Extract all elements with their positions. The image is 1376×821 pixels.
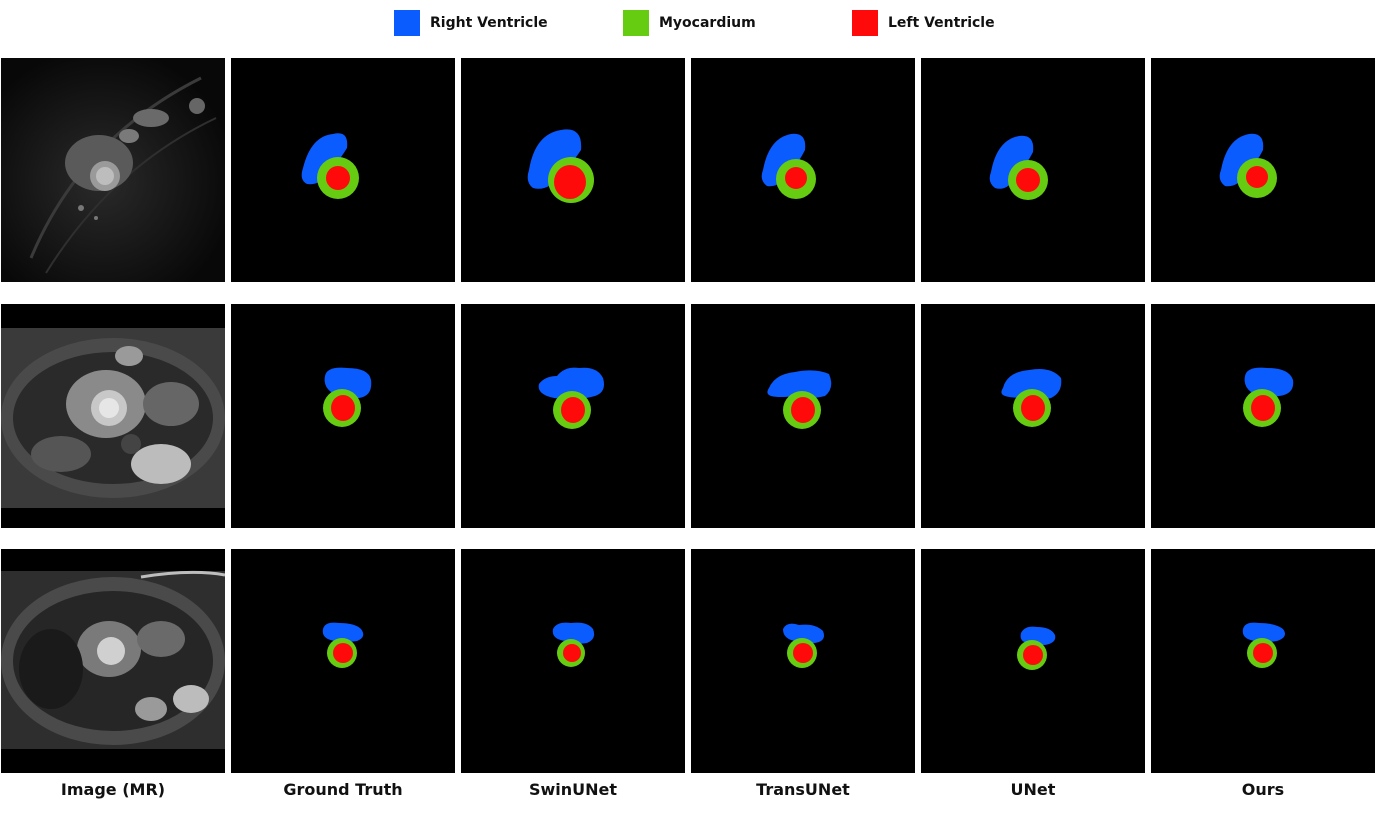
swinunet-row-1	[461, 58, 685, 282]
mr-image-row-1-drawing	[1, 58, 225, 282]
transunet-row-2	[691, 304, 915, 528]
segmentation-row-3-ground-truth	[322, 622, 364, 668]
segmentation-row-3-transunet	[783, 623, 824, 668]
unet-row-2	[921, 304, 1145, 528]
segmentation-row-3-ours	[1242, 622, 1285, 668]
segmentation-row-1-swinunet	[527, 129, 594, 203]
ours-row-3	[1151, 549, 1375, 773]
segmentation-row-3-unet	[1017, 626, 1056, 670]
mr-image-row-2-drawing	[1, 304, 225, 528]
column-label-unet: UNet	[1010, 780, 1056, 799]
ground-truth-row-3	[231, 549, 455, 773]
transunet-row-1	[691, 58, 915, 282]
legend-label-myocardium: Myocardium	[659, 15, 756, 31]
segmentation-row-1-ours	[1219, 133, 1277, 198]
segmentation-row-1-transunet	[761, 133, 816, 199]
unet-row-1	[921, 58, 1145, 282]
unet-row-3	[921, 549, 1145, 773]
legend: Right Ventricle Myocardium Left Ventricl…	[0, 10, 1376, 42]
swinunet-row-2	[461, 304, 685, 528]
ground-truth-row-1	[231, 58, 455, 282]
segmentation-row-3-swinunet	[552, 622, 595, 667]
column-label-swinunet: SwinUNet	[528, 780, 618, 799]
column-label-transunet: TransUNet	[756, 780, 850, 799]
legend-item-myocardium: Myocardium	[623, 10, 756, 36]
legend-swatch-myocardium	[623, 10, 649, 36]
column-label-ground-truth: Ground Truth	[283, 780, 403, 799]
mr-image-row-3	[1, 549, 225, 773]
swinunet-row-3	[461, 549, 685, 773]
legend-label-left-ventricle: Left Ventricle	[888, 15, 995, 31]
mr-image-row-3-drawing	[1, 549, 225, 773]
legend-item-right-ventricle: Right Ventricle	[394, 10, 548, 36]
column-label-image-mr: Image (MR)	[60, 780, 166, 799]
ours-row-1	[1151, 58, 1375, 282]
segmentation-row-1-unet	[989, 135, 1048, 200]
segmentation-row-2-ours	[1243, 367, 1294, 427]
legend-item-left-ventricle: Left Ventricle	[852, 10, 995, 36]
segmentation-row-1-ground-truth	[301, 133, 359, 199]
legend-label-right-ventricle: Right Ventricle	[430, 15, 548, 31]
legend-swatch-left-ventricle	[852, 10, 878, 36]
segmentation-row-2-unet	[1001, 369, 1062, 427]
legend-swatch-right-ventricle	[394, 10, 420, 36]
transunet-row-3	[691, 549, 915, 773]
ours-row-2	[1151, 304, 1375, 528]
column-label-ours: Ours	[1241, 780, 1285, 799]
segmentation-row-2-transunet	[767, 370, 832, 429]
mr-image-row-1	[1, 58, 225, 282]
mr-image-row-2	[1, 304, 225, 528]
segmentation-row-2-swinunet	[538, 367, 604, 429]
ground-truth-row-2	[231, 304, 455, 528]
segmentation-row-2-ground-truth	[323, 367, 372, 427]
